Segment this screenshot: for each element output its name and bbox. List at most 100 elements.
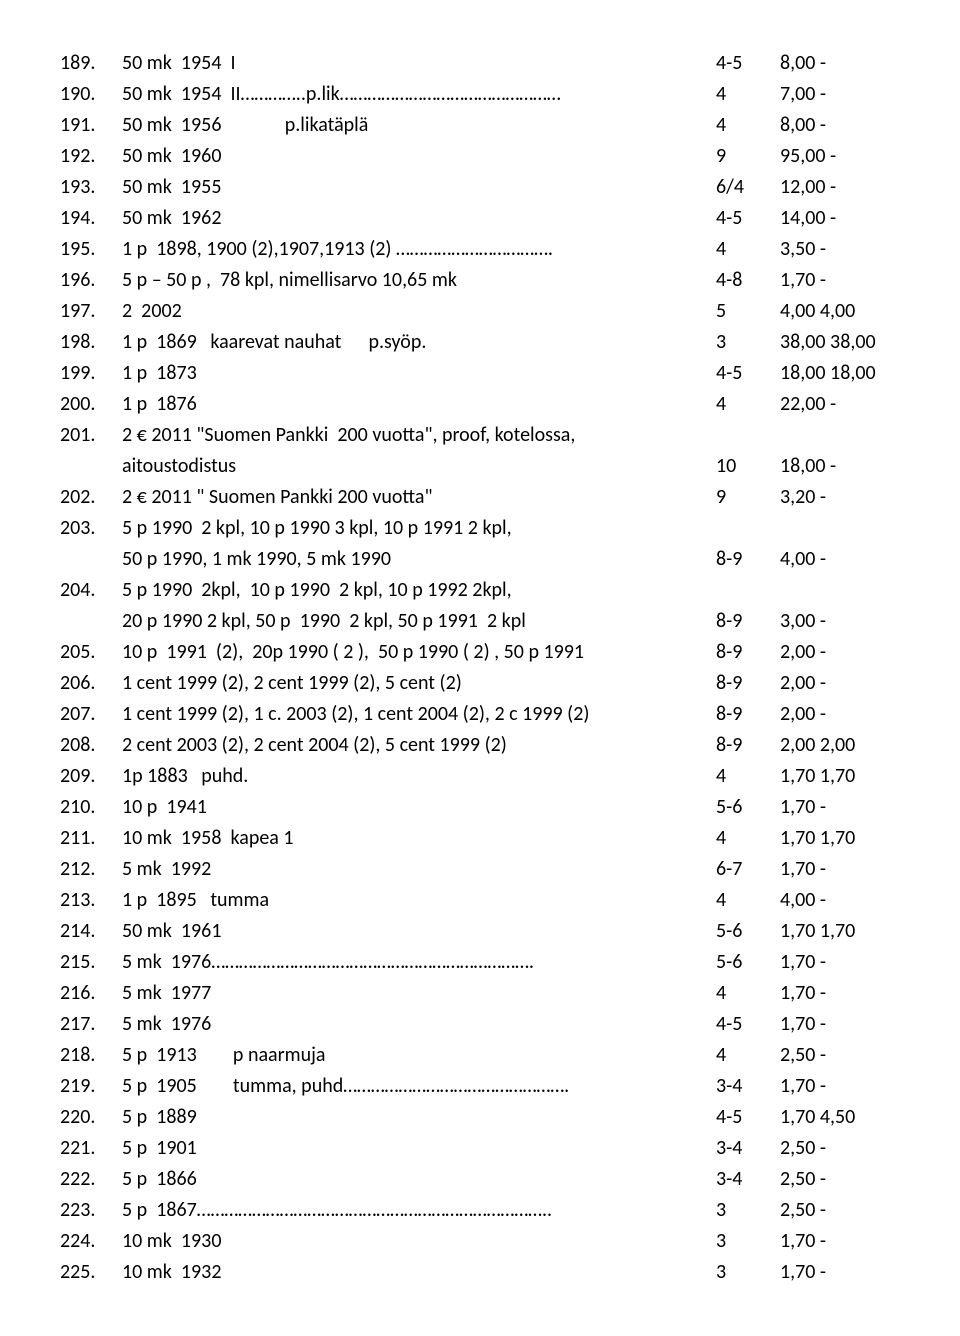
lot-grade: 6/4 bbox=[716, 172, 780, 203]
catalog-row: 212.5 mk 19926-71,70 - bbox=[60, 854, 900, 885]
catalog-row: 223.5 p 1867…………………………………………………………………..3… bbox=[60, 1195, 900, 1226]
lot-description: 5 p 1901 bbox=[122, 1133, 716, 1164]
lot-grade: 4-5 bbox=[716, 358, 780, 389]
lot-price: 1,70 - bbox=[780, 1226, 900, 1257]
lot-price: 2,50 - bbox=[780, 1164, 900, 1195]
lot-number: 207. bbox=[60, 699, 122, 730]
catalog-row-continuation: 20 p 1990 2 kpl, 50 p 1990 2 kpl, 50 p 1… bbox=[60, 606, 900, 637]
lot-grade: 5-6 bbox=[716, 792, 780, 823]
lot-description: 5 mk 1976 bbox=[122, 1009, 716, 1040]
lot-grade: 6-7 bbox=[716, 854, 780, 885]
catalog-row: 210.10 p 19415-61,70 - bbox=[60, 792, 900, 823]
lot-number: 218. bbox=[60, 1040, 122, 1071]
lot-number: 225. bbox=[60, 1257, 122, 1288]
lot-description: 50 mk 1954 II…………..p.lik………………………………………… bbox=[122, 79, 716, 110]
catalog-row: 201.2 € 2011 "Suomen Pankki 200 vuotta",… bbox=[60, 420, 900, 451]
lot-number: 213. bbox=[60, 885, 122, 916]
catalog-row: 218.5 p 1913 p naarmuja42,50 - bbox=[60, 1040, 900, 1071]
lot-price: 2,00 - bbox=[780, 699, 900, 730]
lot-number: 195. bbox=[60, 234, 122, 265]
catalog-row: 196.5 p – 50 p , 78 kpl, nimellisarvo 10… bbox=[60, 265, 900, 296]
lot-description: 5 mk 1976……………………………………………………………. bbox=[122, 947, 716, 978]
lot-price: 2,50 - bbox=[780, 1195, 900, 1226]
lot-number: 222. bbox=[60, 1164, 122, 1195]
catalog-row: 198.1 p 1869 kaarevat nauhat p.syöp.338,… bbox=[60, 327, 900, 358]
lot-number: 212. bbox=[60, 854, 122, 885]
lot-number: 214. bbox=[60, 916, 122, 947]
lot-price: 1,70 - bbox=[780, 792, 900, 823]
lot-price: 8,00 - bbox=[780, 48, 900, 79]
lot-grade: 5 bbox=[716, 296, 780, 327]
catalog-row-continuation: aitoustodistus1018,00 - bbox=[60, 451, 900, 482]
lot-description: 50 mk 1961 bbox=[122, 916, 716, 947]
lot-number: 206. bbox=[60, 668, 122, 699]
lot-number: 217. bbox=[60, 1009, 122, 1040]
lot-number: 192. bbox=[60, 141, 122, 172]
lot-price: 4,00 - bbox=[780, 544, 900, 575]
lot-grade: 4 bbox=[716, 1040, 780, 1071]
lot-grade: 4-5 bbox=[716, 1009, 780, 1040]
lot-number: 219. bbox=[60, 1071, 122, 1102]
catalog-row: 199.1 p 18734-518,00 18,00 bbox=[60, 358, 900, 389]
catalog-row: 215.5 mk 1976…………………………………………………………….5-6… bbox=[60, 947, 900, 978]
lot-number: 199. bbox=[60, 358, 122, 389]
lot-grade: 8-9 bbox=[716, 668, 780, 699]
lot-price: 3,50 - bbox=[780, 234, 900, 265]
lot-description: 50 mk 1960 bbox=[122, 141, 716, 172]
lot-description: 10 p 1941 bbox=[122, 792, 716, 823]
catalog-row: 219.5 p 1905 tumma, puhd…………………………………………… bbox=[60, 1071, 900, 1102]
lot-description: 10 mk 1932 bbox=[122, 1257, 716, 1288]
lot-price: 1,70 - bbox=[780, 978, 900, 1009]
lot-grade: 4 bbox=[716, 79, 780, 110]
lot-price: 4,00 - bbox=[780, 885, 900, 916]
lot-description: 50 p 1990, 1 mk 1990, 5 mk 1990 bbox=[122, 544, 716, 575]
lot-number: 200. bbox=[60, 389, 122, 420]
lot-description: 5 p 1990 2kpl, 10 p 1990 2 kpl, 10 p 199… bbox=[122, 575, 716, 606]
lot-grade: 3 bbox=[716, 1195, 780, 1226]
lot-number: 193. bbox=[60, 172, 122, 203]
lot-description: 1 p 1876 bbox=[122, 389, 716, 420]
lot-price: 1,70 1,70 bbox=[780, 823, 900, 854]
catalog-row: 220.5 p 18894-51,70 4,50 bbox=[60, 1102, 900, 1133]
lot-description: 1p 1883 puhd. bbox=[122, 761, 716, 792]
catalog-row: 211.10 mk 1958 kapea 141,70 1,70 bbox=[60, 823, 900, 854]
lot-grade: 9 bbox=[716, 141, 780, 172]
lot-grade: 8-9 bbox=[716, 637, 780, 668]
lot-description: 1 cent 1999 (2), 2 cent 1999 (2), 5 cent… bbox=[122, 668, 716, 699]
lot-number: 196. bbox=[60, 265, 122, 296]
lot-number: 204. bbox=[60, 575, 122, 606]
catalog-row: 209.1p 1883 puhd.41,70 1,70 bbox=[60, 761, 900, 792]
lot-grade: 4 bbox=[716, 110, 780, 141]
catalog-row-continuation: 50 p 1990, 1 mk 1990, 5 mk 19908-94,00 - bbox=[60, 544, 900, 575]
lot-price: 1,70 1,70 bbox=[780, 761, 900, 792]
lot-number: 201. bbox=[60, 420, 122, 451]
lot-description: 10 mk 1958 kapea 1 bbox=[122, 823, 716, 854]
lot-number: 223. bbox=[60, 1195, 122, 1226]
lot-description: 10 mk 1930 bbox=[122, 1226, 716, 1257]
lot-price: 12,00 - bbox=[780, 172, 900, 203]
lot-description: 2 cent 2003 (2), 2 cent 2004 (2), 5 cent… bbox=[122, 730, 716, 761]
lot-description: 5 p 1905 tumma, puhd…………………………………………. bbox=[122, 1071, 716, 1102]
lot-grade: 4 bbox=[716, 823, 780, 854]
lot-description: 50 mk 1962 bbox=[122, 203, 716, 234]
lot-grade: 10 bbox=[716, 451, 780, 482]
lot-grade: 3-4 bbox=[716, 1071, 780, 1102]
lot-grade: 5-6 bbox=[716, 916, 780, 947]
catalog-row: 208.2 cent 2003 (2), 2 cent 2004 (2), 5 … bbox=[60, 730, 900, 761]
lot-price: 1,70 - bbox=[780, 1257, 900, 1288]
lot-description: 5 p 1990 2 kpl, 10 p 1990 3 kpl, 10 p 19… bbox=[122, 513, 716, 544]
lot-grade: 9 bbox=[716, 482, 780, 513]
catalog-row: 224.10 mk 193031,70 - bbox=[60, 1226, 900, 1257]
lot-price: 1,70 - bbox=[780, 265, 900, 296]
lot-grade: 4-5 bbox=[716, 1102, 780, 1133]
lot-number: 208. bbox=[60, 730, 122, 761]
lot-grade: 8-9 bbox=[716, 606, 780, 637]
catalog-row: 206.1 cent 1999 (2), 2 cent 1999 (2), 5 … bbox=[60, 668, 900, 699]
catalog-row: 216.5 mk 197741,70 - bbox=[60, 978, 900, 1009]
lot-price: 14,00 - bbox=[780, 203, 900, 234]
lot-price: 2,00 - bbox=[780, 637, 900, 668]
catalog-row: 200.1 p 1876422,00 - bbox=[60, 389, 900, 420]
catalog-row: 191.50 mk 1956 p.likatäplä48,00 - bbox=[60, 110, 900, 141]
catalog-row: 205.10 p 1991 (2), 20p 1990 ( 2 ), 50 p … bbox=[60, 637, 900, 668]
lot-grade: 4-8 bbox=[716, 265, 780, 296]
